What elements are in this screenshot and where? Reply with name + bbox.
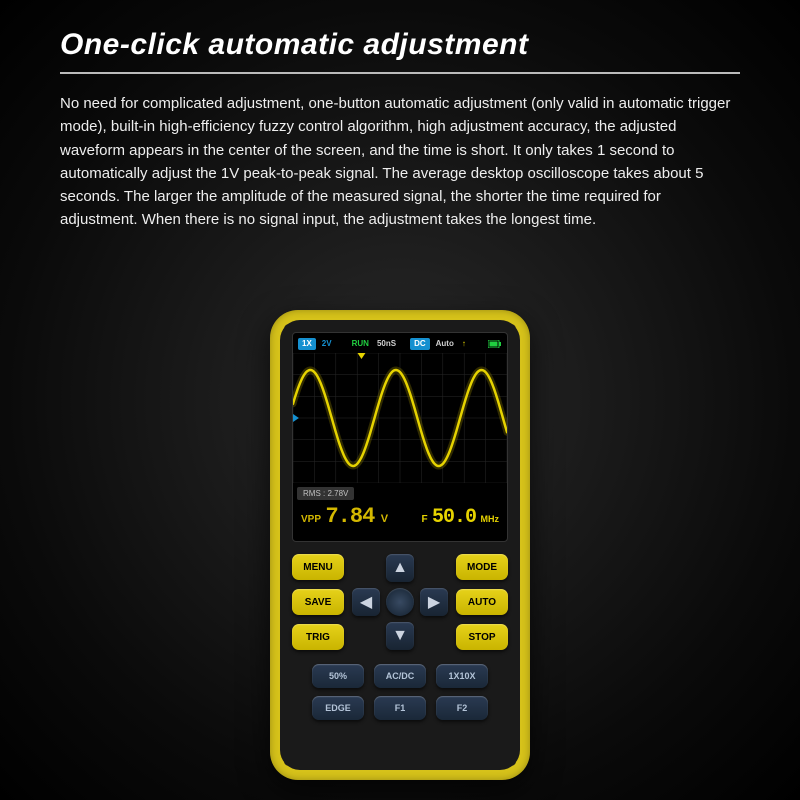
save-button[interactable]: SAVE — [292, 589, 344, 615]
timediv-label: 50nS — [375, 338, 398, 349]
vpp-value: 7.84 — [325, 504, 374, 529]
stop-button[interactable]: STOP — [456, 624, 508, 650]
dpad: ▲ ▼ ◀ ▶ — [352, 554, 448, 650]
measurement-row: VPP 7.84 V F 50.0 MHz — [293, 501, 507, 529]
device-body: 1X 2V RUN 50nS DC Auto ↑ RMS : 2.78V — [280, 320, 520, 770]
keypad: MENU SAVE TRIG ▲ ▼ ◀ ▶ MODE AUTO STOP 50% AC/… — [292, 554, 508, 720]
mode-button[interactable]: MODE — [456, 554, 508, 580]
trigger-label: Auto — [434, 338, 456, 349]
description-text: No need for complicated adjustment, one-… — [0, 92, 800, 232]
rms-reading: RMS : 2.78V — [297, 487, 354, 500]
battery-icon — [488, 340, 502, 348]
1x10x-button[interactable]: 1X10X — [436, 664, 488, 688]
trigger-edge-icon: ↑ — [460, 338, 468, 349]
status-bar: 1X 2V RUN 50nS DC Auto ↑ — [293, 333, 507, 353]
trig-button[interactable]: TRIG — [292, 624, 344, 650]
divider — [60, 72, 740, 74]
coupling-badge: DC — [410, 338, 430, 350]
acdc-button[interactable]: AC/DC — [374, 664, 426, 688]
page-title: One-click automatic adjustment — [0, 0, 800, 72]
vpp-unit: V — [381, 513, 388, 525]
waveform-area — [293, 353, 507, 483]
50-button[interactable]: 50% — [312, 664, 364, 688]
dpad-down-button[interactable]: ▼ — [386, 622, 414, 650]
oscilloscope-screen: 1X 2V RUN 50nS DC Auto ↑ RMS : 2.78V — [292, 332, 508, 542]
dpad-center-button[interactable] — [386, 588, 414, 616]
menu-button[interactable]: MENU — [292, 554, 344, 580]
waveform-chart — [293, 353, 507, 483]
f1-button[interactable]: F1 — [374, 696, 426, 720]
edge-button[interactable]: EDGE — [312, 696, 364, 720]
auto-button[interactable]: AUTO — [456, 589, 508, 615]
freq-value: 50.0 — [432, 506, 476, 529]
run-label: RUN — [350, 338, 371, 349]
vdiv-label: 2V — [320, 338, 334, 349]
freq-label: F — [421, 514, 427, 525]
vpp-label: VPP — [301, 514, 321, 525]
dpad-up-button[interactable]: ▲ — [386, 554, 414, 582]
dpad-left-button[interactable]: ◀ — [352, 588, 380, 616]
oscilloscope-device: 1X 2V RUN 50nS DC Auto ↑ RMS : 2.78V — [270, 310, 530, 780]
dpad-right-button[interactable]: ▶ — [420, 588, 448, 616]
device-shell: 1X 2V RUN 50nS DC Auto ↑ RMS : 2.78V — [270, 310, 530, 780]
probe-badge: 1X — [298, 338, 316, 350]
freq-unit: MHz — [481, 514, 500, 524]
f2-button[interactable]: F2 — [436, 696, 488, 720]
